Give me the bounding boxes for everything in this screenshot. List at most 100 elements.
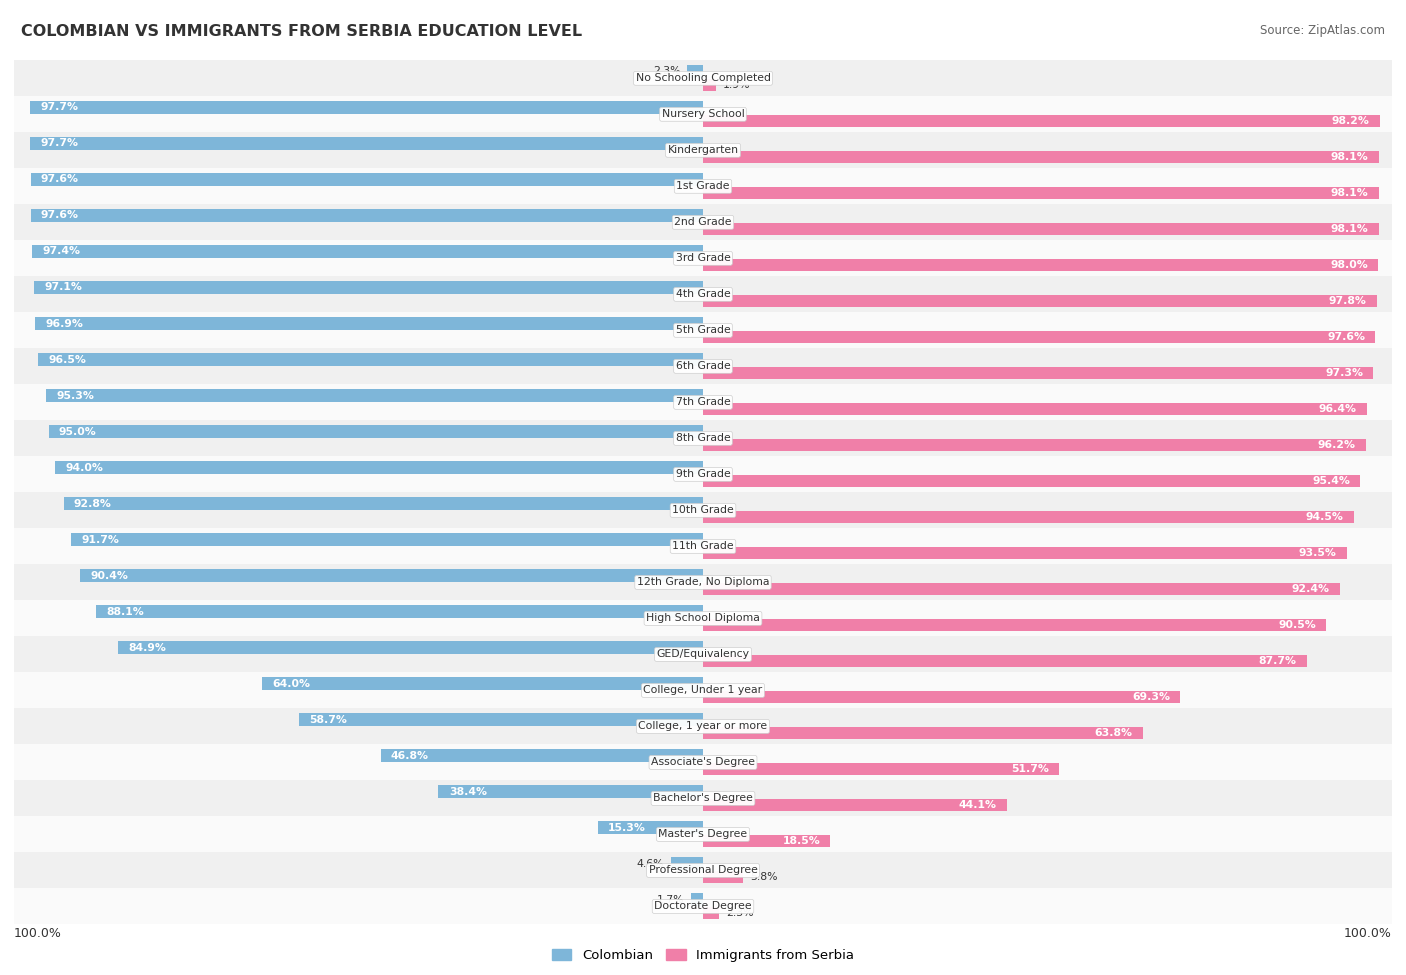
Text: 9th Grade: 9th Grade — [676, 469, 730, 480]
Bar — [14, 565, 1392, 601]
Text: 98.0%: 98.0% — [1330, 260, 1368, 270]
Text: 2.3%: 2.3% — [652, 66, 681, 76]
Bar — [14, 133, 1392, 169]
Bar — [34, 282, 703, 293]
Text: 94.5%: 94.5% — [1306, 512, 1344, 523]
Text: 91.7%: 91.7% — [82, 534, 120, 545]
Bar — [703, 187, 1379, 199]
Text: 96.9%: 96.9% — [46, 319, 83, 329]
Bar — [703, 619, 1326, 632]
Bar — [80, 569, 703, 582]
Bar — [14, 205, 1392, 240]
Bar — [703, 800, 1007, 811]
Bar — [703, 332, 1375, 343]
Bar — [598, 822, 703, 834]
Bar — [14, 816, 1392, 852]
Text: GED/Equivalency: GED/Equivalency — [657, 649, 749, 659]
Text: 1st Grade: 1st Grade — [676, 181, 730, 191]
Bar — [30, 137, 703, 149]
Bar — [14, 348, 1392, 384]
Text: 92.4%: 92.4% — [1291, 584, 1329, 594]
Bar — [703, 223, 1379, 235]
Bar — [48, 425, 703, 438]
Text: 95.4%: 95.4% — [1312, 476, 1350, 487]
Bar — [703, 907, 718, 919]
Text: 97.7%: 97.7% — [41, 138, 79, 148]
Text: 4.6%: 4.6% — [637, 859, 665, 869]
Text: Master's Degree: Master's Degree — [658, 830, 748, 839]
Bar — [35, 318, 703, 330]
Bar — [14, 97, 1392, 133]
Text: High School Diploma: High School Diploma — [647, 613, 759, 623]
Text: 51.7%: 51.7% — [1011, 764, 1049, 774]
Bar — [703, 871, 742, 883]
Bar — [688, 65, 703, 78]
Text: 97.3%: 97.3% — [1324, 369, 1362, 378]
Bar — [298, 714, 703, 725]
Text: 97.1%: 97.1% — [45, 283, 82, 292]
Text: Source: ZipAtlas.com: Source: ZipAtlas.com — [1260, 24, 1385, 37]
Text: 18.5%: 18.5% — [782, 837, 820, 846]
Bar — [703, 763, 1059, 775]
Bar — [14, 709, 1392, 745]
Text: 1.9%: 1.9% — [723, 80, 751, 90]
Bar — [703, 691, 1181, 703]
Bar — [14, 780, 1392, 816]
Bar — [72, 533, 703, 546]
Text: 1.7%: 1.7% — [657, 895, 685, 905]
Text: 100.0%: 100.0% — [1344, 926, 1392, 940]
Text: 58.7%: 58.7% — [309, 715, 347, 724]
Bar — [703, 547, 1347, 560]
Text: 98.1%: 98.1% — [1330, 224, 1368, 234]
Bar — [703, 511, 1354, 524]
Text: Professional Degree: Professional Degree — [648, 866, 758, 876]
Text: 97.8%: 97.8% — [1329, 296, 1367, 306]
Bar — [63, 497, 703, 510]
Bar — [703, 727, 1143, 739]
Bar — [14, 888, 1392, 924]
Text: 63.8%: 63.8% — [1094, 728, 1132, 738]
Bar — [439, 786, 703, 798]
Text: No Schooling Completed: No Schooling Completed — [636, 73, 770, 83]
Bar — [262, 678, 703, 689]
Bar — [703, 403, 1367, 415]
Bar — [14, 420, 1392, 456]
Bar — [703, 367, 1374, 379]
Text: 97.4%: 97.4% — [42, 247, 80, 256]
Text: COLOMBIAN VS IMMIGRANTS FROM SERBIA EDUCATION LEVEL: COLOMBIAN VS IMMIGRANTS FROM SERBIA EDUC… — [21, 24, 582, 39]
Legend: Colombian, Immigrants from Serbia: Colombian, Immigrants from Serbia — [547, 944, 859, 967]
Bar — [55, 461, 703, 474]
Bar — [14, 312, 1392, 348]
Bar — [703, 836, 831, 847]
Text: 96.4%: 96.4% — [1319, 405, 1357, 414]
Text: 84.9%: 84.9% — [128, 643, 166, 652]
Bar — [14, 745, 1392, 780]
Text: 7th Grade: 7th Grade — [676, 398, 730, 408]
Bar — [703, 583, 1340, 596]
Text: 98.1%: 98.1% — [1330, 188, 1368, 198]
Text: 97.6%: 97.6% — [41, 211, 79, 220]
Bar — [703, 439, 1365, 451]
Text: 10th Grade: 10th Grade — [672, 505, 734, 516]
Bar — [703, 115, 1379, 128]
Text: College, 1 year or more: College, 1 year or more — [638, 722, 768, 731]
Bar — [14, 384, 1392, 420]
Text: 5.8%: 5.8% — [749, 873, 778, 882]
Text: 93.5%: 93.5% — [1299, 548, 1337, 559]
Bar — [14, 60, 1392, 97]
Text: 2.3%: 2.3% — [725, 909, 754, 918]
Text: 98.2%: 98.2% — [1331, 116, 1369, 126]
Bar — [703, 79, 716, 92]
Text: 94.0%: 94.0% — [66, 462, 104, 473]
Text: 11th Grade: 11th Grade — [672, 541, 734, 552]
Bar — [46, 389, 703, 402]
Text: 44.1%: 44.1% — [959, 800, 997, 810]
Bar — [703, 295, 1376, 307]
Text: 38.4%: 38.4% — [449, 787, 486, 797]
Text: Kindergarten: Kindergarten — [668, 145, 738, 155]
Text: 64.0%: 64.0% — [273, 679, 311, 688]
Bar — [14, 528, 1392, 565]
Text: 4th Grade: 4th Grade — [676, 290, 730, 299]
Bar — [14, 492, 1392, 528]
Bar — [118, 642, 703, 653]
